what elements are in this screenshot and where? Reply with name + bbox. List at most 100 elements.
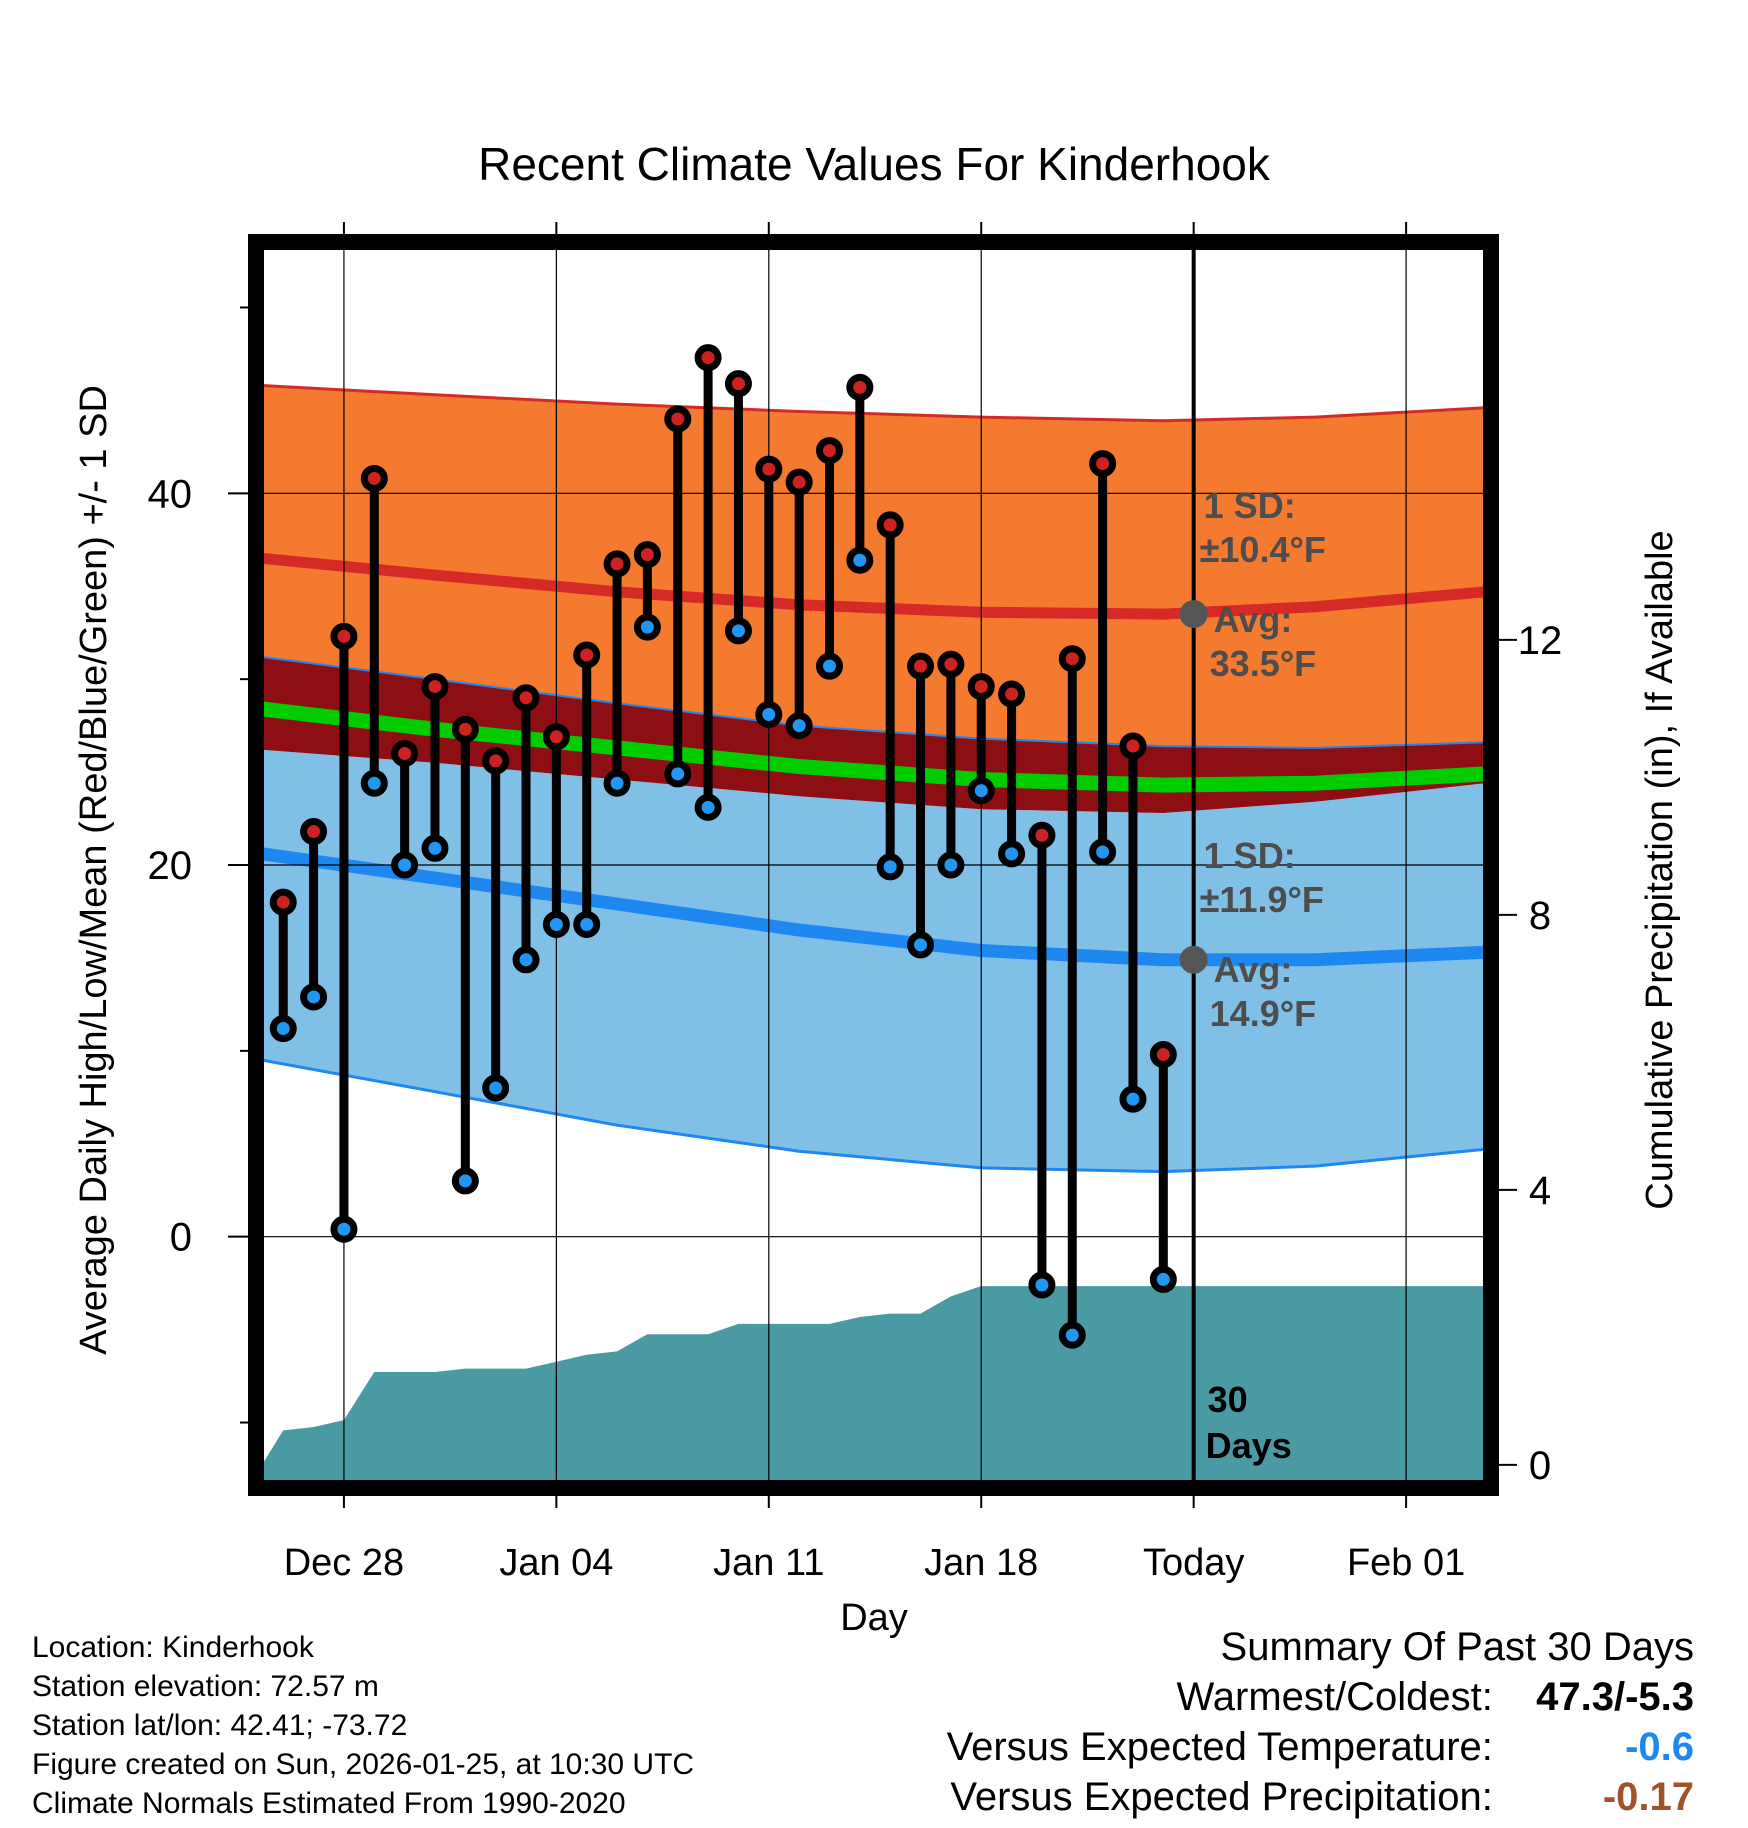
daily-high-marker <box>846 373 874 401</box>
y2-tick-label: 8 <box>1529 894 1551 938</box>
daily-high-marker <box>269 888 297 916</box>
daily-low-marker <box>876 853 904 881</box>
daily-high-marker <box>512 684 540 712</box>
daily-high-marker <box>300 818 328 846</box>
daily-high-marker <box>907 652 935 680</box>
days-text-label: Days <box>1206 1425 1292 1466</box>
daily-high-marker <box>694 344 722 372</box>
daily-low-marker <box>573 910 601 938</box>
daily-low-marker <box>451 1167 479 1195</box>
low-sd-label: 1 SD: <box>1204 835 1296 876</box>
high-sd-band <box>262 385 1485 748</box>
temp-value: -0.6 <box>1625 1725 1694 1769</box>
daily-low-marker <box>421 834 449 862</box>
daily-high-marker <box>1149 1041 1177 1069</box>
daily-high-marker <box>815 437 843 465</box>
daily-high-marker <box>876 511 904 539</box>
daily-high-marker <box>451 715 479 743</box>
y-tick-label: 20 <box>148 844 193 888</box>
daily-low-marker <box>785 712 813 740</box>
daily-low-marker <box>907 931 935 959</box>
precip-value: -0.17 <box>1602 1775 1694 1819</box>
elevation-text: Station elevation: 72.57 m <box>32 1670 379 1703</box>
y2-tick-label: 4 <box>1529 1169 1551 1213</box>
x-tick-label: Jan 11 <box>713 1542 824 1584</box>
high-plus-sd-line <box>262 384 1485 423</box>
low-avg-value: 14.9°F <box>1210 993 1316 1034</box>
high-sd-label: 1 SD: <box>1204 485 1296 526</box>
daily-high-marker <box>421 673 449 701</box>
daily-low-marker <box>360 769 388 797</box>
daily-high-marker <box>573 641 601 669</box>
daily-low-marker <box>694 793 722 821</box>
low-avg-label: Avg: <box>1214 949 1293 990</box>
high-avg-label: Avg: <box>1214 599 1293 640</box>
y-tick-label: 40 <box>148 472 193 516</box>
x-tick-label: Jan 04 <box>499 1542 613 1584</box>
summary-precip-row: Versus Expected Precipitation: -0.17 <box>947 1772 1694 1822</box>
summary-title: Summary Of Past 30 Days <box>1220 1625 1694 1669</box>
chart-title: Recent Climate Values For Kinderhook <box>478 138 1271 190</box>
precipitation-area <box>262 1286 1485 1482</box>
daily-high-marker <box>482 747 510 775</box>
daily-low-marker <box>724 617 752 645</box>
temp-label: Versus Expected Temperature: <box>946 1725 1493 1769</box>
daily-low-marker <box>1028 1271 1056 1299</box>
summary-warmest-row: Warmest/Coldest: 47.3/-5.3 <box>947 1672 1695 1722</box>
latlon-text: Station lat/lon: 42.41; -73.72 <box>32 1709 408 1742</box>
daily-low-marker <box>1089 838 1117 866</box>
daily-high-marker <box>1089 450 1117 478</box>
daily-low-marker <box>664 760 692 788</box>
high-sd-value: ±10.4°F <box>1200 529 1326 570</box>
warmest-label: Warmest/Coldest: <box>1176 1675 1493 1719</box>
daily-low-marker <box>998 840 1026 868</box>
x-tick-label: Dec 28 <box>284 1542 404 1584</box>
daily-low-marker <box>300 983 328 1011</box>
daily-low-marker <box>846 546 874 574</box>
y-axis-label: Average Daily High/Low/Mean (Red/Blue/Gr… <box>73 385 115 1355</box>
daily-low-marker <box>603 769 631 797</box>
daily-high-marker <box>1058 645 1086 673</box>
precip-label: Versus Expected Precipitation: <box>950 1775 1493 1819</box>
daily-high-marker <box>967 673 995 701</box>
daily-low-marker <box>330 1215 358 1243</box>
x-tick-label: Jan 18 <box>924 1542 1038 1584</box>
daily-low-marker <box>269 1015 297 1043</box>
y-tick-label: 0 <box>170 1216 192 1260</box>
summary-panel: Summary Of Past 30 Days Warmest/Coldest:… <box>947 1622 1694 1822</box>
y2-tick-label: 12 <box>1518 619 1563 663</box>
daily-low-marker <box>937 851 965 879</box>
daily-high-marker <box>755 455 783 483</box>
daily-high-marker <box>1028 821 1056 849</box>
x-tick-label: Today <box>1143 1542 1244 1584</box>
daily-low-marker <box>815 652 843 680</box>
daily-low-marker <box>1058 1321 1086 1349</box>
daily-low-marker <box>391 851 419 879</box>
high-avg-marker <box>1179 600 1208 629</box>
daily-high-marker <box>1119 732 1147 760</box>
normals-text: Climate Normals Estimated From 1990-2020 <box>32 1787 626 1820</box>
daily-high-marker <box>937 650 965 678</box>
summary-temp-row: Versus Expected Temperature: -0.6 <box>947 1722 1694 1772</box>
daily-low-marker <box>633 613 661 641</box>
y2-axis-label: Cumulative Precipitation (in), If Availa… <box>1639 530 1681 1209</box>
created-text: Figure created on Sun, 2026-01-25, at 10… <box>32 1748 695 1781</box>
daily-low-marker <box>755 700 783 728</box>
daily-high-marker <box>724 370 752 398</box>
daily-low-marker <box>1119 1085 1147 1113</box>
daily-low-marker <box>542 910 570 938</box>
daily-high-marker <box>998 680 1026 708</box>
daily-high-marker <box>360 464 388 492</box>
warmest-value: 47.3/-5.3 <box>1536 1675 1694 1719</box>
daily-high-marker <box>664 405 692 433</box>
daily-high-marker <box>603 550 631 578</box>
days-count-label: 30 <box>1208 1379 1248 1420</box>
overlap-band <box>262 656 1485 813</box>
daily-high-marker <box>785 468 813 496</box>
high-avg-value: 33.5°F <box>1210 643 1316 684</box>
low-sd-value: ±11.9°F <box>1200 879 1324 920</box>
daily-low-marker <box>1149 1265 1177 1293</box>
y2-tick-label: 0 <box>1529 1444 1551 1488</box>
